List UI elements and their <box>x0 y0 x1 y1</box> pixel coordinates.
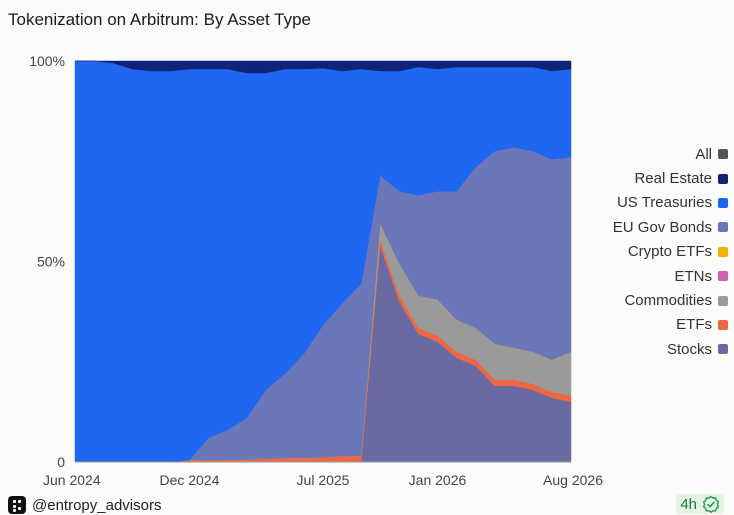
footer-brand: @entropy_advisors <box>8 496 161 514</box>
y-tick-label: 100% <box>29 53 65 69</box>
legend-item-stocks[interactable]: Stocks <box>667 337 728 361</box>
legend-swatch <box>718 319 728 330</box>
y-tick-label: 50% <box>37 254 65 270</box>
x-tick-label: Aug 2026 <box>543 472 603 488</box>
legend-item-all[interactable]: All <box>695 142 728 166</box>
legend-label: US Treasuries <box>616 194 712 212</box>
legend-item-eu-gov-bonds[interactable]: EU Gov Bonds <box>613 215 728 239</box>
legend-swatch <box>718 197 728 208</box>
x-tick-label: Jun 2024 <box>43 472 101 488</box>
y-tick-label: 0 <box>57 454 65 470</box>
legend-item-commodities[interactable]: Commodities <box>624 288 728 312</box>
verified-check-icon <box>702 495 720 513</box>
legend-swatch <box>718 149 728 160</box>
legend-swatch <box>718 222 728 233</box>
legend-item-real-estate[interactable]: Real Estate <box>634 166 728 190</box>
refresh-badge: 4h <box>676 494 724 514</box>
refresh-badge-label: 4h <box>680 495 697 513</box>
legend-swatch <box>718 246 728 257</box>
chart-legend: All Real Estate US Treasuries EU Gov Bonds C… <box>613 142 728 362</box>
x-tick-label: Dec 2024 <box>159 472 219 488</box>
legend-label: Commodities <box>624 292 712 310</box>
x-tick-label: Jan 2026 <box>409 472 467 488</box>
legend-label: ETNs <box>674 267 713 285</box>
legend-swatch <box>718 295 728 306</box>
chart-title: Tokenization on Arbitrum: By Asset Type <box>8 10 312 29</box>
legend-swatch <box>718 271 728 282</box>
legend-label: EU Gov Bonds <box>612 218 712 236</box>
legend-label: Crypto ETFs <box>627 243 712 261</box>
entropy-logo-icon <box>8 496 26 514</box>
legend-item-etfs[interactable]: ETFs <box>676 313 728 337</box>
x-tick-label: Jul 2025 <box>297 472 350 488</box>
legend-item-etns[interactable]: ETNs <box>674 264 728 288</box>
legend-label: ETFs <box>676 316 712 334</box>
legend-label: Stocks <box>666 340 712 358</box>
legend-swatch <box>718 173 728 184</box>
legend-item-us-treasuries[interactable]: US Treasuries <box>617 191 728 215</box>
legend-label: Real Estate <box>634 170 712 188</box>
series-area-real-estate <box>75 60 572 74</box>
legend-item-crypto-etfs[interactable]: Crypto ETFs <box>628 240 728 264</box>
footer-handle: @entropy_advisors <box>32 496 162 514</box>
legend-swatch <box>718 344 728 355</box>
legend-label: All <box>695 145 712 163</box>
